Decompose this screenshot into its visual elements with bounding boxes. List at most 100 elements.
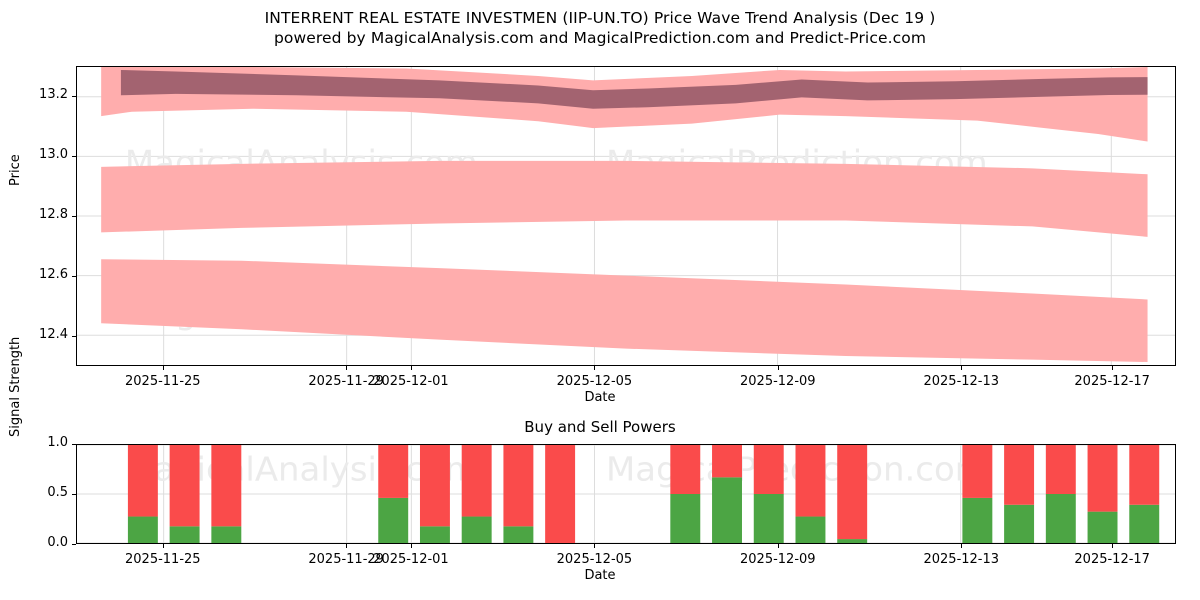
signal-bar-group[interactable] [795,445,826,543]
buy-power-bar[interactable] [419,526,450,543]
signal-bar-group[interactable] [419,445,450,543]
price-band-lower-pink-band [101,259,1148,363]
signal-x-tick: 2025-11-25 [125,552,201,567]
price-x-tick: 2025-12-13 [923,374,1000,389]
sell-power-bar[interactable] [962,445,993,498]
sell-power-bar[interactable] [753,445,784,494]
signal-bar-group[interactable] [1045,445,1076,543]
price-chart-svg: MagicalAnalysis.com MagicalPrediction.com… [77,67,1175,365]
buy-power-bar[interactable] [1087,511,1118,543]
signal-x-tick: 2025-11-29 [308,552,384,567]
buy-power-bar[interactable] [503,526,534,543]
buy-power-bar[interactable] [1045,494,1076,543]
signal-x-tickmark [410,544,412,548]
price-x-tick: 2025-11-29 [308,374,384,389]
buy-power-bar[interactable] [712,477,742,543]
price-y-tickmark [72,96,76,97]
price-y-tickmark [72,216,76,217]
sell-power-bar[interactable] [1004,445,1035,505]
signal-bar-group[interactable] [211,445,242,543]
price-x-tickmark [162,366,164,370]
signal-y-tick: 1.0 [47,435,68,450]
sell-power-bar[interactable] [1129,445,1160,505]
price-x-tick: 2025-11-25 [125,374,201,389]
price-y-tick: 12.8 [39,207,68,222]
sell-power-bar[interactable] [1045,445,1076,494]
sell-power-bar[interactable] [211,445,242,527]
buy-power-bar[interactable] [1004,504,1035,543]
price-chart-plot-area: MagicalAnalysis.com MagicalPrediction.com… [76,66,1176,366]
signal-y-tick: 0.0 [47,535,68,550]
sell-power-bar[interactable] [545,445,576,543]
price-x-tickmark [961,366,963,370]
signal-bar-group[interactable] [169,445,200,543]
price-band-middle-pink-band [101,160,1148,237]
page-title: INTERRENT REAL ESTATE INVESTMEN (IIP-UN.… [264,9,936,27]
signal-x-tick: 2025-12-05 [556,552,633,567]
signal-x-tick: 2025-12-17 [1074,552,1150,567]
signal-bar-group[interactable] [545,445,576,543]
buy-power-bar[interactable] [127,516,158,543]
buy-power-bar[interactable] [461,516,492,543]
price-y-tick: 12.4 [39,327,68,342]
signal-bar-group[interactable] [503,445,534,543]
signal-x-tickmark [346,544,348,548]
sell-power-bar[interactable] [712,445,742,478]
signal-y-tickmark [72,494,76,495]
sell-power-bar[interactable] [1087,445,1118,512]
signal-x-tick: 2025-12-09 [740,552,816,567]
sell-power-bar[interactable] [837,445,868,540]
buy-power-bar[interactable] [670,494,701,543]
signal-bar-group[interactable] [1087,445,1118,543]
price-x-tickmark [410,366,412,370]
price-x-axis-label: Date [584,390,616,405]
price-x-tickmark [594,366,596,370]
price-y-tickmark [72,336,76,337]
price-x-tickmark [346,366,348,370]
buy-power-bar[interactable] [962,497,993,543]
signal-bar-group[interactable] [712,445,742,543]
signal-bar-group[interactable] [378,445,409,543]
signal-x-tickmark [594,544,596,548]
signal-x-tickmark [961,544,963,548]
signal-bar-group[interactable] [837,445,868,543]
signal-x-tickmark [162,544,164,548]
price-x-tick: 2025-12-01 [373,374,449,389]
buy-power-bar[interactable] [837,539,868,543]
sell-power-bar[interactable] [378,445,409,498]
signal-y-tickmark [72,544,76,545]
buy-power-bar[interactable] [753,494,784,543]
sell-power-bar[interactable] [670,445,701,494]
buy-power-bar[interactable] [169,526,200,543]
sell-power-bar[interactable] [419,445,450,527]
signal-x-axis-label: Date [584,568,616,583]
price-y-tick: 12.6 [39,267,68,282]
signal-bar-group[interactable] [962,445,993,543]
signal-y-tick: 0.5 [47,485,68,500]
price-y-tickmark [72,276,76,277]
sell-power-bar[interactable] [795,445,826,517]
buy-power-bar[interactable] [378,497,409,543]
signal-bar-group[interactable] [670,445,701,543]
signal-bar-group[interactable] [461,445,492,543]
price-x-tick: 2025-12-17 [1074,374,1150,389]
signal-bar-group[interactable] [127,445,158,543]
title-block: INTERRENT REAL ESTATE INVESTMEN (IIP-UN.… [0,8,1200,48]
sell-power-bar[interactable] [169,445,200,527]
sell-power-bar[interactable] [461,445,492,517]
price-y-tickmark [72,156,76,157]
signal-x-tickmark [777,544,779,548]
price-x-tickmark [1112,366,1114,370]
signal-bar-group[interactable] [753,445,784,543]
page-subtitle: powered by MagicalAnalysis.com and Magic… [273,29,927,47]
buy-power-bar[interactable] [211,526,242,543]
signal-bar-group[interactable] [1004,445,1035,543]
sell-power-bar[interactable] [127,445,158,517]
buy-power-bar[interactable] [1129,504,1160,543]
signal-bar-group[interactable] [1129,445,1160,543]
sell-power-bar[interactable] [503,445,534,527]
price-x-tick: 2025-12-05 [556,374,633,389]
buy-power-bar[interactable] [795,516,826,543]
